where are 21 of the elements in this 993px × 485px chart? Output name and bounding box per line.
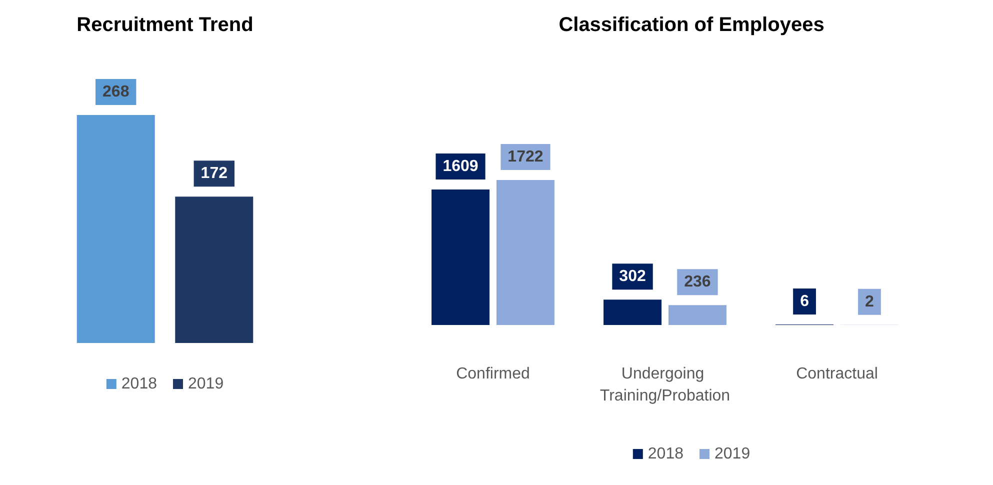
bar [668, 305, 726, 325]
data-label: 2 [865, 293, 874, 310]
data-label: 268 [102, 84, 130, 100]
chart-title: Classification of Employees [558, 14, 824, 36]
x-tick-label: Contractual [796, 366, 878, 382]
data-label: 6 [800, 292, 810, 310]
data-label: 236 [684, 274, 711, 291]
data-label: 302 [619, 268, 646, 286]
data-label: 172 [200, 165, 228, 182]
chart-title: Recruitment Trend [76, 14, 254, 36]
legend-label: 2019 [714, 446, 750, 462]
data-label: 1609 [442, 158, 478, 176]
legend-label: 2019 [188, 376, 224, 392]
x-tick-label: Confirmed [456, 366, 530, 382]
bar [432, 190, 490, 325]
legend-label: 2018 [121, 376, 158, 392]
legend-label: 2018 [648, 446, 684, 462]
bar [604, 300, 662, 325]
data-label: 1722 [508, 148, 544, 166]
bar [496, 180, 554, 325]
x-tick-label: Undergoing Training/Probation [600, 366, 730, 404]
